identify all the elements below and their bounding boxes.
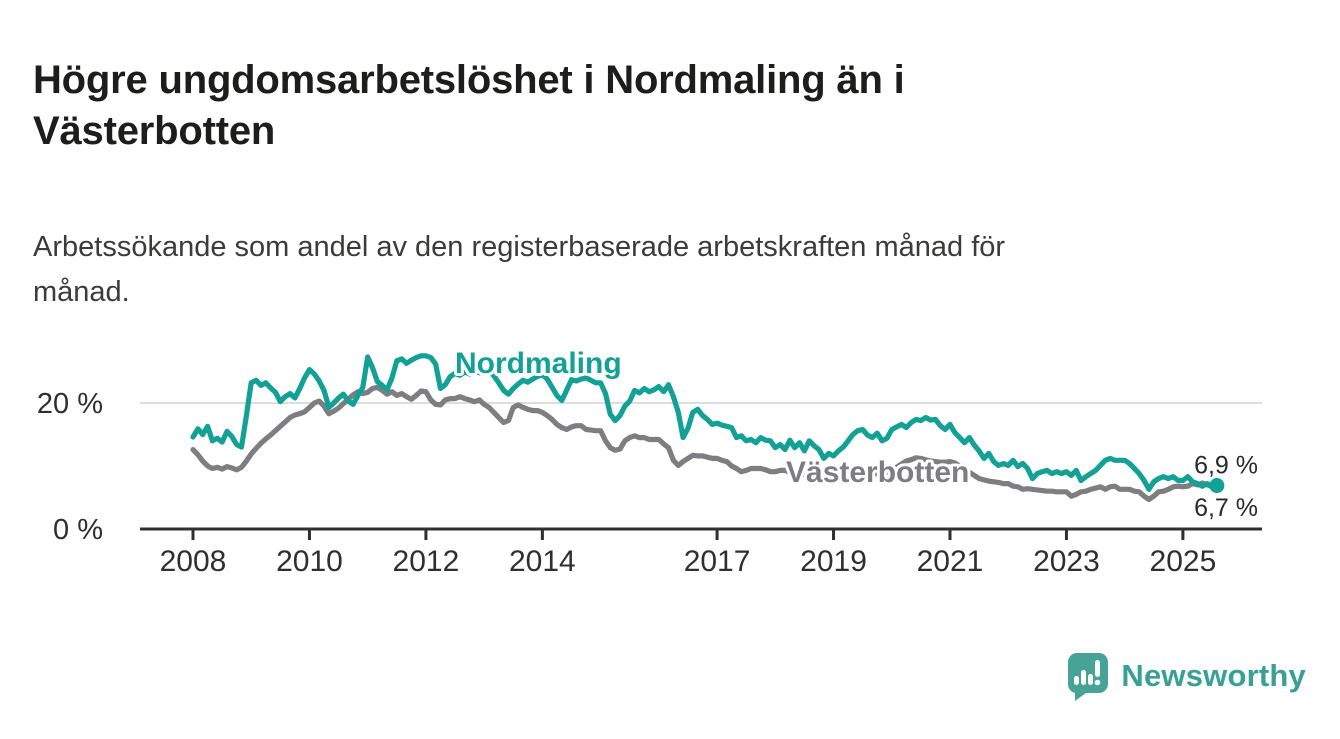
newsworthy-logo-icon bbox=[1068, 653, 1109, 701]
x-tick-label-2025: 2025 bbox=[1150, 545, 1217, 578]
x-tick-label-2014: 2014 bbox=[509, 545, 576, 578]
page-subtitle: Arbetssökande som andel av den registerb… bbox=[33, 231, 1006, 308]
end-value-label-nordmaling: 6,9 % bbox=[1194, 452, 1258, 480]
x-tick-label-2008: 2008 bbox=[160, 545, 227, 578]
brand-name: Newsworthy bbox=[1121, 658, 1306, 693]
end-value-label-västerbotten: 6,7 % bbox=[1194, 494, 1258, 522]
logo-exclamation-bar bbox=[1095, 660, 1101, 677]
logo-bar-3 bbox=[1088, 674, 1094, 685]
series-line-västerbotten bbox=[190, 384, 1220, 502]
logo-bar-2 bbox=[1081, 670, 1087, 685]
x-tick-label-2023: 2023 bbox=[1033, 545, 1100, 578]
x-tick-label-2010: 2010 bbox=[276, 545, 343, 578]
page-title: Högre ungdomsarbetslöshet i Nordmaling ä… bbox=[33, 57, 905, 153]
y-tick-label-0: 0 % bbox=[53, 514, 103, 546]
newsworthy-logo: Newsworthy bbox=[1064, 651, 1306, 701]
speech-bubble-shape bbox=[1068, 653, 1109, 701]
x-tick-label-2021: 2021 bbox=[917, 545, 984, 578]
logo-bar-1 bbox=[1074, 676, 1080, 685]
series-label-västerbotten: Västerbotten bbox=[786, 456, 969, 489]
series-end-dot-nordmaling bbox=[1209, 478, 1225, 494]
logo-exclamation-dot bbox=[1095, 679, 1101, 686]
series-label-nordmaling: Nordmaling bbox=[455, 347, 622, 380]
x-tick-label-2012: 2012 bbox=[393, 545, 460, 578]
series-line-nordmaling bbox=[190, 353, 1220, 492]
y-tick-label-20: 20 % bbox=[37, 388, 103, 420]
x-tick-label-2017: 2017 bbox=[684, 545, 751, 578]
x-tick-label-2019: 2019 bbox=[800, 545, 867, 578]
